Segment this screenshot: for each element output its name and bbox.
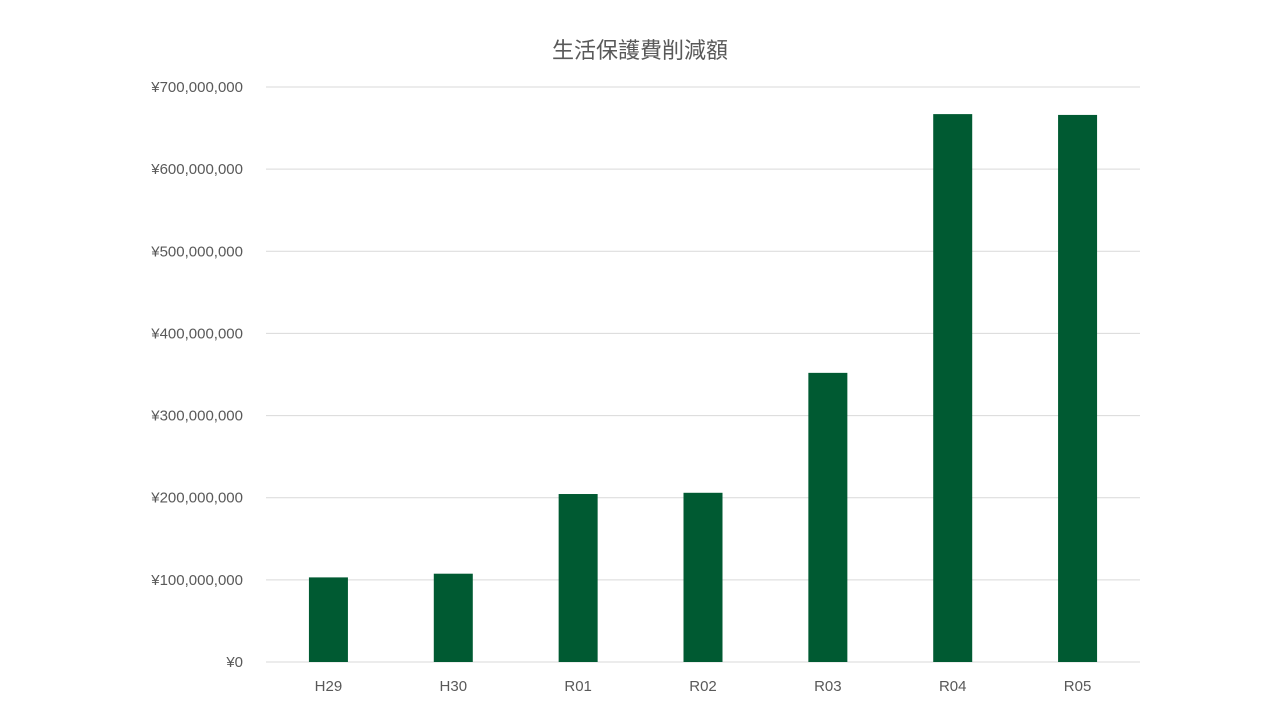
- y-tick-label: ¥100,000,000: [150, 572, 243, 589]
- y-tick-label: ¥200,000,000: [150, 490, 243, 507]
- x-tick-label: R05: [1064, 678, 1092, 695]
- y-tick-label: ¥600,000,000: [150, 161, 243, 178]
- y-axis-ticks: ¥0 ¥100,000,000 ¥200,000,000 ¥300,000,000 ¥4…: [150, 79, 243, 671]
- bar-R02: [683, 492, 723, 662]
- bar-H29: [308, 577, 348, 662]
- bar-H30: [433, 573, 473, 662]
- y-tick-label: ¥500,000,000: [150, 243, 243, 260]
- x-tick-label: H29: [315, 678, 343, 695]
- y-tick-label: ¥700,000,000: [150, 79, 243, 96]
- x-tick-label: H30: [440, 678, 468, 695]
- chart-title: 生活保護費削減額: [551, 39, 728, 64]
- x-tick-label: R04: [939, 678, 967, 695]
- x-axis-ticks: H29 H30 R01 R02 R03 R04 R05: [315, 678, 1092, 695]
- y-tick-label: ¥400,000,000: [150, 325, 243, 342]
- bar-R03: [808, 372, 848, 662]
- bar-R04: [933, 114, 973, 663]
- x-tick-label: R02: [689, 678, 717, 695]
- y-tick-label: ¥0: [225, 654, 243, 671]
- bar-R05: [1058, 114, 1098, 662]
- x-tick-label: R03: [814, 678, 842, 695]
- bar-R01: [558, 494, 598, 662]
- y-tick-label: ¥300,000,000: [150, 408, 243, 425]
- bars: [308, 114, 1098, 663]
- x-tick-label: R01: [564, 678, 592, 695]
